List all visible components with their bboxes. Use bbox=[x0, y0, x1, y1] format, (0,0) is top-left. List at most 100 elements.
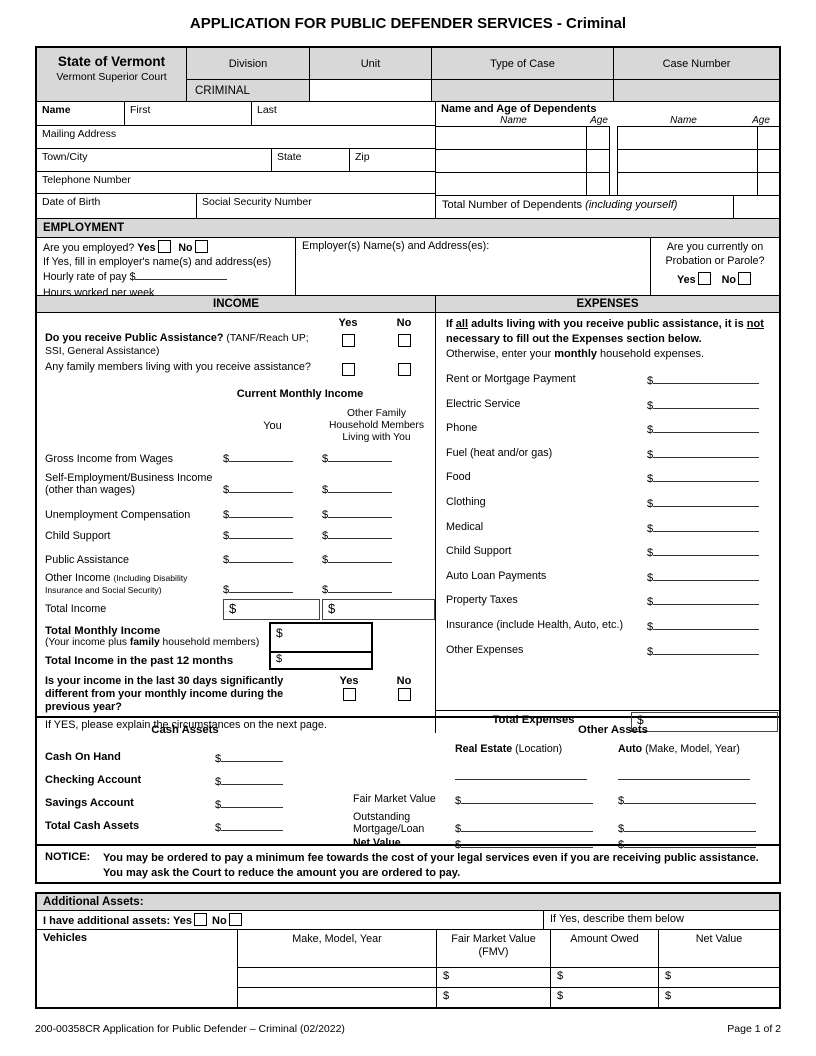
expense-field[interactable] bbox=[653, 521, 760, 532]
dependent-name-field[interactable] bbox=[436, 126, 586, 149]
unit-field[interactable] bbox=[310, 80, 432, 101]
vehicle-fmv-field[interactable]: $ bbox=[443, 970, 450, 982]
expense-field[interactable] bbox=[653, 447, 760, 458]
total-monthly-income-field[interactable]: $ bbox=[276, 626, 283, 640]
dependent-name-field[interactable] bbox=[436, 172, 586, 195]
additional-assets-yes-checkbox[interactable] bbox=[193, 913, 207, 926]
income-difference-yes-checkbox[interactable] bbox=[342, 688, 356, 701]
expense-field[interactable] bbox=[653, 619, 760, 630]
income-other-field[interactable] bbox=[328, 528, 393, 539]
additional-assets-title: Additional Assets: bbox=[37, 894, 779, 911]
telephone-field[interactable]: Telephone Number bbox=[42, 174, 131, 186]
employed-yes-checkbox[interactable] bbox=[157, 240, 171, 253]
income-you-field[interactable] bbox=[229, 528, 294, 539]
vehicle-net-field[interactable]: $ bbox=[665, 970, 672, 982]
employer-name-address-field[interactable]: Employer(s) Name(s) and Address(es): bbox=[295, 238, 650, 302]
expense-field[interactable] bbox=[653, 373, 760, 384]
dependents-total-field[interactable] bbox=[733, 196, 779, 218]
last-name-field[interactable]: Last bbox=[257, 104, 277, 116]
income-you-field[interactable] bbox=[229, 582, 294, 593]
expense-field[interactable] bbox=[653, 570, 760, 581]
savings-account-field[interactable] bbox=[221, 797, 284, 808]
public-assistance-no-checkbox[interactable] bbox=[397, 334, 411, 347]
income-section: Yes No Do you receive Public Assistance?… bbox=[37, 313, 435, 733]
case-number-field[interactable] bbox=[614, 80, 779, 101]
dollar-sign: $ bbox=[618, 823, 625, 835]
personal-left: Name First Last Mailing Address Town/Cit… bbox=[37, 102, 435, 218]
expense-field[interactable] bbox=[653, 594, 760, 606]
dependent-age-field[interactable] bbox=[586, 126, 610, 149]
family-assistance-yes-checkbox[interactable] bbox=[341, 363, 355, 376]
checking-account-field[interactable] bbox=[221, 774, 284, 785]
dependent-name-field[interactable] bbox=[617, 149, 757, 172]
additional-assets-no-checkbox[interactable] bbox=[228, 913, 242, 926]
vehicle-net-field[interactable]: $ bbox=[665, 990, 672, 1002]
total-income-12-months-field[interactable]: $ bbox=[276, 653, 283, 665]
total-expenses-field[interactable]: $ bbox=[637, 713, 644, 727]
vehicle-fmv-field[interactable]: $ bbox=[443, 990, 450, 1002]
ssn-field[interactable]: Social Security Number bbox=[202, 196, 312, 208]
zip-field[interactable]: Zip bbox=[355, 151, 370, 163]
auto-loan-field[interactable] bbox=[624, 821, 757, 832]
dependent-age-field[interactable] bbox=[586, 149, 610, 172]
dependent-name-field[interactable] bbox=[436, 149, 586, 172]
real-estate-location-field[interactable] bbox=[455, 769, 587, 780]
auto-net-value-field[interactable] bbox=[624, 837, 757, 848]
income-difference-no-checkbox[interactable] bbox=[397, 688, 411, 701]
real-estate-mortgage-field[interactable] bbox=[461, 821, 594, 832]
vehicle-owed-field[interactable]: $ bbox=[557, 990, 564, 1002]
cash-on-hand-field[interactable] bbox=[221, 751, 284, 762]
hourly-rate-field[interactable] bbox=[135, 269, 228, 280]
income-you-field[interactable] bbox=[229, 507, 294, 518]
amount-owed-header: Amount Owed bbox=[550, 930, 658, 967]
family-assistance-question: Any family members living with you recei… bbox=[45, 361, 311, 373]
dependent-name-field[interactable] bbox=[617, 172, 757, 195]
income-other-field[interactable] bbox=[328, 482, 393, 493]
expense-field[interactable] bbox=[653, 471, 760, 483]
income-other-field[interactable] bbox=[328, 507, 393, 518]
income-you-field[interactable] bbox=[229, 552, 294, 563]
expense-row: Other Expenses $ bbox=[446, 644, 769, 669]
expense-field[interactable] bbox=[653, 422, 760, 434]
expense-field[interactable] bbox=[653, 545, 760, 557]
dependent-age-field[interactable] bbox=[757, 126, 779, 149]
total-income-other-field[interactable]: $ bbox=[328, 601, 336, 616]
expense-row: Auto Loan Payments $ bbox=[446, 570, 769, 595]
vehicle-make-field[interactable] bbox=[237, 967, 436, 987]
family-assistance-no-checkbox[interactable] bbox=[397, 363, 411, 376]
real-estate-net-value-field[interactable] bbox=[461, 837, 594, 848]
type-of-case-field[interactable] bbox=[432, 80, 614, 101]
total-cash-assets-field[interactable] bbox=[221, 820, 284, 831]
hours-per-week-field[interactable] bbox=[154, 285, 235, 296]
real-estate-fmv-field[interactable] bbox=[461, 793, 594, 804]
dollar-sign: $ bbox=[455, 795, 462, 807]
dependent-age-field[interactable] bbox=[586, 172, 610, 195]
income-other-field[interactable] bbox=[328, 451, 393, 462]
auto-fmv-field[interactable] bbox=[624, 793, 757, 804]
vehicle-make-field[interactable] bbox=[237, 987, 436, 1007]
expense-field[interactable] bbox=[653, 496, 760, 507]
dependent-age-field[interactable] bbox=[757, 149, 779, 172]
total-income-you-field[interactable]: $ bbox=[229, 601, 237, 616]
income-other-field[interactable] bbox=[328, 582, 393, 593]
employed-no-checkbox[interactable] bbox=[194, 240, 208, 253]
total-expenses-label: Total Expenses bbox=[492, 714, 575, 726]
vehicle-owed-field[interactable]: $ bbox=[557, 970, 564, 982]
probation-yes-checkbox[interactable] bbox=[697, 272, 711, 285]
expense-field[interactable] bbox=[653, 398, 760, 409]
mailing-address-field[interactable]: Mailing Address bbox=[42, 128, 117, 140]
dependent-age-field[interactable] bbox=[757, 172, 779, 195]
income-other-field[interactable] bbox=[328, 552, 393, 563]
income-you-field[interactable] bbox=[229, 482, 294, 493]
state-field[interactable]: State bbox=[272, 149, 350, 171]
dob-field[interactable]: Date of Birth bbox=[37, 194, 197, 218]
income-row-label2: (other than wages) bbox=[45, 484, 136, 496]
town-city-field[interactable]: Town/City bbox=[37, 149, 272, 171]
expense-field[interactable] bbox=[653, 644, 760, 655]
income-you-field[interactable] bbox=[229, 451, 294, 462]
first-name-field[interactable]: First bbox=[125, 102, 252, 125]
dependent-name-field[interactable] bbox=[617, 126, 757, 149]
auto-description-field[interactable] bbox=[618, 769, 750, 780]
probation-no-checkbox[interactable] bbox=[738, 272, 752, 285]
public-assistance-yes-checkbox[interactable] bbox=[341, 334, 355, 347]
